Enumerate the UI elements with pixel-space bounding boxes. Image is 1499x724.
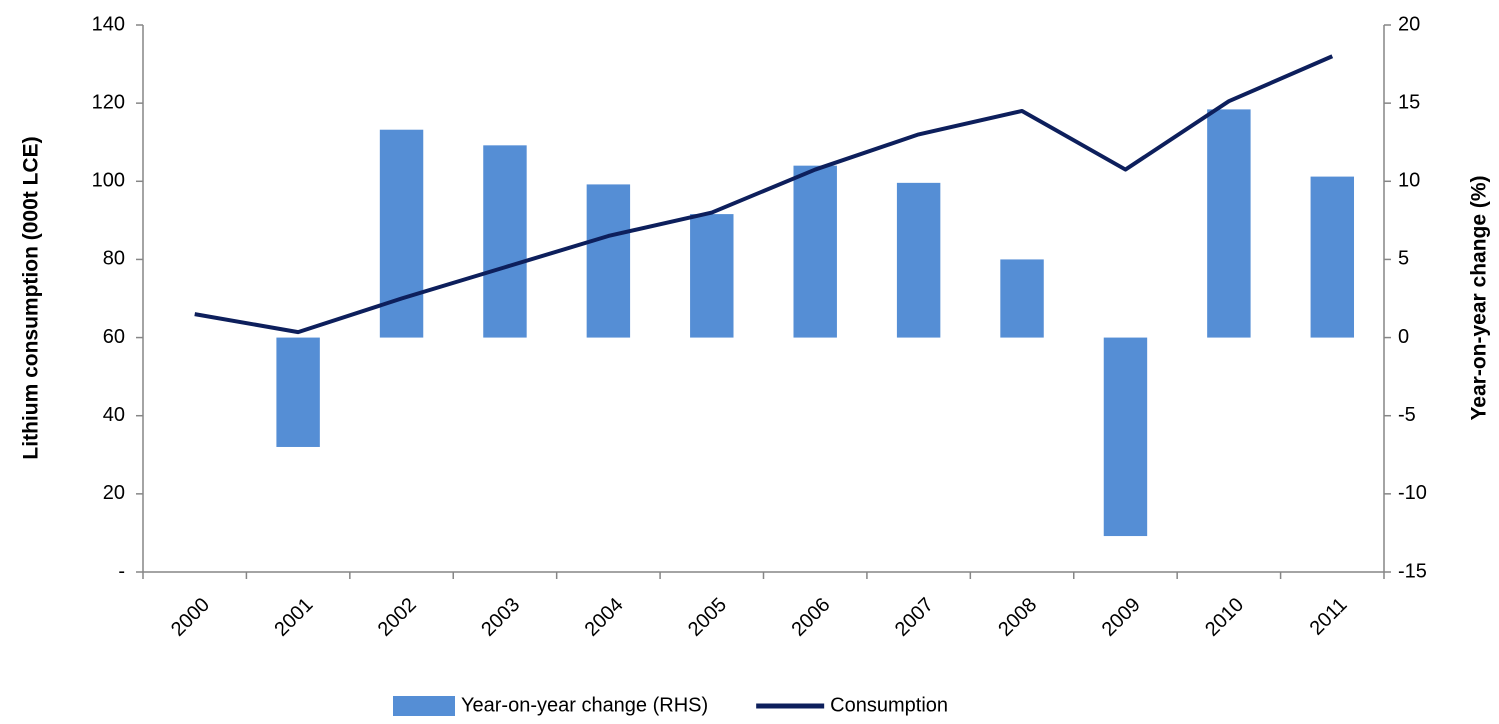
legend-label: Consumption xyxy=(830,694,948,716)
bar xyxy=(379,129,424,338)
bar xyxy=(1310,176,1355,338)
legend-label: Year-on-year change (RHS) xyxy=(461,694,708,716)
x-tick-label: 2004 xyxy=(581,594,628,641)
bar xyxy=(1000,259,1044,338)
line xyxy=(194,54,1334,335)
y2-axis-title: Year-on-year change (%) xyxy=(1468,175,1491,420)
y2-tick-label: 20 xyxy=(1398,13,1420,35)
y-tick-label: 60 xyxy=(103,326,125,348)
y2-tick-label: 5 xyxy=(1398,248,1409,270)
bar xyxy=(896,182,941,338)
x-tick-label: 2009 xyxy=(1098,594,1145,641)
bar xyxy=(276,337,320,447)
bar xyxy=(1207,109,1251,338)
x-tick-label: 2008 xyxy=(994,594,1041,641)
y-tick-label: 40 xyxy=(103,404,125,426)
y-tick-label: 140 xyxy=(92,13,125,35)
x-tick-label: 2001 xyxy=(270,594,317,641)
x-tick-label: 2000 xyxy=(167,594,214,641)
x-tick-label: 2003 xyxy=(477,594,524,641)
y2-tick-label: 15 xyxy=(1398,91,1420,113)
x-tick-label: 2005 xyxy=(684,594,731,641)
bar xyxy=(793,165,837,338)
legend-swatch xyxy=(393,696,455,716)
y-tick-label: 100 xyxy=(92,170,125,192)
y-axis-title: Lithium consumption (000t LCE) xyxy=(20,136,43,459)
y-tick-label: 120 xyxy=(92,91,125,113)
bar xyxy=(586,184,631,338)
bar xyxy=(483,145,527,338)
y2-tick-label: 0 xyxy=(1398,326,1409,348)
y-tick-label: 80 xyxy=(103,248,125,270)
x-tick-label: 2002 xyxy=(374,594,421,641)
y-tick-label: 20 xyxy=(103,482,125,504)
x-tick-label: 2010 xyxy=(1201,594,1248,641)
bar xyxy=(690,214,734,338)
x-tick-label: 2006 xyxy=(787,594,834,641)
y2-tick-label: 10 xyxy=(1398,170,1420,192)
y-tick-label: - xyxy=(118,560,125,582)
bar xyxy=(1103,337,1148,537)
x-tick-label: 2007 xyxy=(891,594,938,641)
x-tick-label: 2011 xyxy=(1306,594,1352,640)
y2-tick-label: -10 xyxy=(1398,482,1427,504)
y2-tick-label: -15 xyxy=(1398,560,1427,582)
y2-tick-label: -5 xyxy=(1398,404,1416,426)
